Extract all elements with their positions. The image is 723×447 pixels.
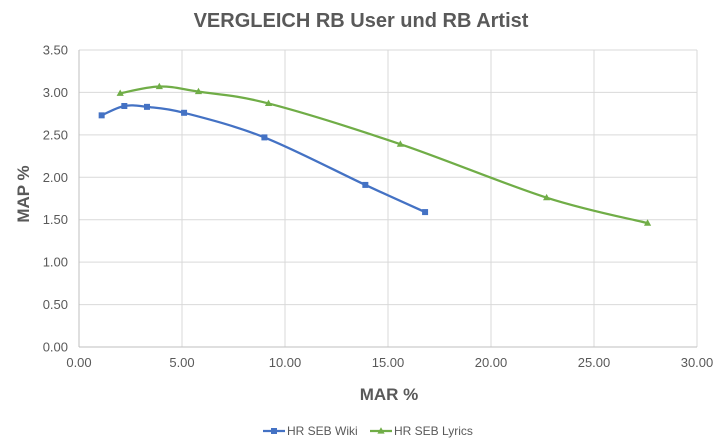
x-tick-label: 20.00 <box>475 355 508 370</box>
data-point <box>181 109 188 116</box>
series-1 <box>98 103 429 216</box>
data-point <box>143 103 150 110</box>
data-point <box>422 209 429 216</box>
legend-label: HR SEB Lyrics <box>394 424 473 438</box>
data-point <box>98 112 105 119</box>
y-tick-label: 1.50 <box>43 212 68 227</box>
x-tick-label: 10.00 <box>269 355 302 370</box>
series-2 <box>116 82 652 226</box>
series-layer <box>98 82 652 226</box>
series-line <box>119 85 649 225</box>
legend-label: HR SEB Wiki <box>287 424 358 438</box>
data-point <box>194 87 203 95</box>
y-axis-label: MAP % <box>14 165 33 222</box>
data-point <box>121 103 128 110</box>
data-point <box>396 140 404 147</box>
data-point <box>643 219 652 226</box>
legend-item-2: HR SEB Lyrics <box>370 424 473 438</box>
y-tick-label: 0.00 <box>43 340 68 355</box>
series-line <box>100 104 427 214</box>
legend-marker <box>271 428 277 434</box>
y-tick-label: 0.50 <box>43 297 68 312</box>
data-point <box>543 193 551 201</box>
y-tick-label: 2.50 <box>43 127 68 142</box>
x-tick-label: 30.00 <box>681 355 714 370</box>
data-point <box>261 134 268 141</box>
x-tick-label: 25.00 <box>578 355 611 370</box>
data-point <box>155 82 163 90</box>
y-tick-label: 3.50 <box>43 43 68 58</box>
x-tick-label: 15.00 <box>372 355 405 370</box>
chart-title: VERGLEICH RB User und RB Artist <box>194 10 529 32</box>
legend: HR SEB Wiki HR SEB Lyrics <box>263 424 473 438</box>
data-point <box>264 99 273 107</box>
y-tick-label: 1.00 <box>43 255 68 270</box>
legend-item-1: HR SEB Wiki <box>263 424 358 438</box>
axis-layer: 0.00 5.00 10.00 15.00 20.00 25.00 30.00 0.00 0.5… <box>43 43 714 371</box>
x-axis-label: MAR % <box>360 385 419 404</box>
data-point <box>362 181 369 188</box>
data-point <box>116 89 124 96</box>
grid-layer <box>79 49 698 347</box>
legend-marker <box>377 427 385 434</box>
x-tick-label: 5.00 <box>169 355 194 370</box>
y-tick-label: 3.00 <box>43 85 68 100</box>
x-tick-label: 0.00 <box>66 355 91 370</box>
y-tick-label: 2.00 <box>43 170 68 185</box>
